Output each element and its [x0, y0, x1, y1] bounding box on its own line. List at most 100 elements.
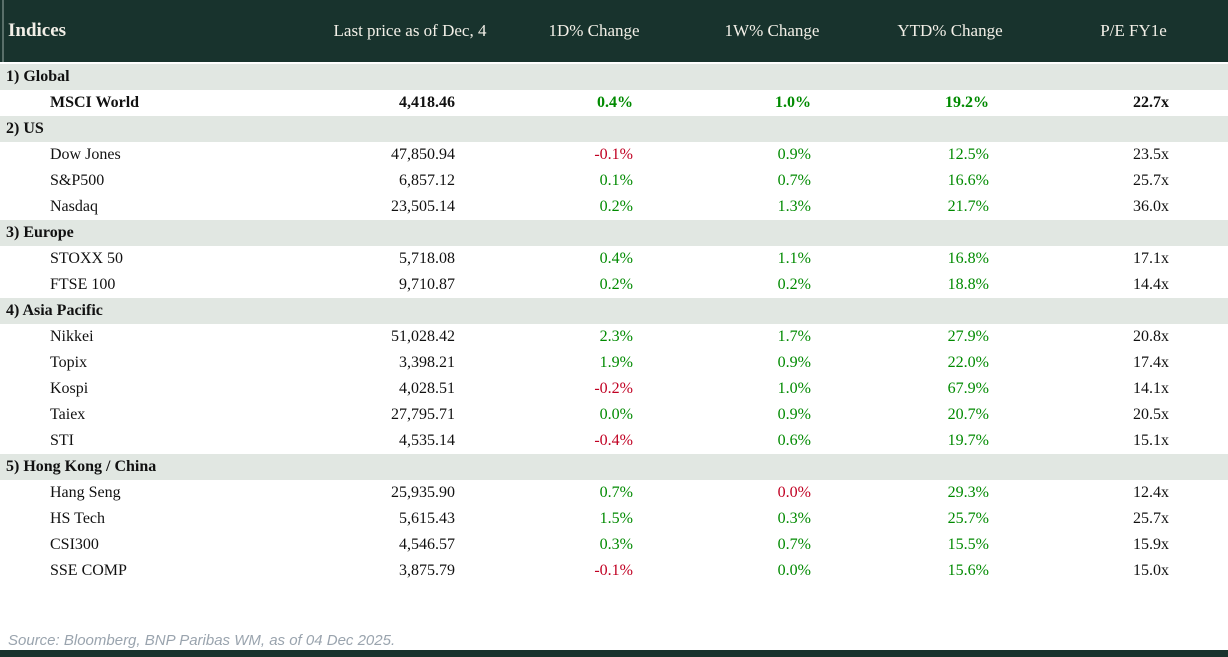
index-row: SSE COMP 3,875.79 -0.1% 0.0% 15.6% 15.0x [0, 558, 1228, 584]
one-day-change-cell: 1.9% [599, 354, 633, 371]
index-name-cell: Dow Jones [50, 146, 121, 163]
index-name-cell: SSE COMP [50, 562, 127, 579]
indices-table-body: 1) Global MSCI World 4,418.46 0.4% 1.0% 19.2%… [0, 63, 1228, 584]
one-week-change-cell: 1.3% [777, 198, 811, 215]
index-row: Nikkei 51,028.42 2.3% 1.7% 27.9% 20.8x [0, 324, 1228, 350]
one-day-change-cell: -0.4% [594, 432, 633, 449]
pe-ratio-cell: 12.4x [1133, 484, 1169, 501]
pe-ratio-cell: 15.1x [1133, 432, 1169, 449]
last-price-cell: 51,028.42 [391, 328, 455, 345]
ytd-change-cell: 16.8% [947, 250, 989, 267]
ytd-change-cell: 18.8% [947, 276, 989, 293]
index-row: Hang Seng 25,935.90 0.7% 0.0% 29.3% 12.4x [0, 480, 1228, 506]
table-header: Indices Last price as of Dec, 4 1D% Chan… [0, 0, 1228, 64]
one-day-change-cell: 0.2% [599, 198, 633, 215]
index-name-cell: CSI300 [50, 536, 99, 553]
last-price-cell: 9,710.87 [399, 276, 455, 293]
index-name-cell: Taiex [50, 406, 86, 423]
pe-ratio-cell: 17.1x [1133, 250, 1169, 267]
pe-ratio-cell: 15.0x [1133, 562, 1169, 579]
bottom-accent-bar [0, 650, 1228, 657]
one-week-change-cell: 0.0% [777, 484, 811, 501]
one-week-change-cell: 0.9% [777, 354, 811, 371]
index-name-cell: HS Tech [50, 510, 106, 527]
one-week-change-cell: 0.6% [777, 432, 811, 449]
index-row: Kospi 4,028.51 -0.2% 1.0% 67.9% 14.1x [0, 376, 1228, 402]
last-price-cell: 6,857.12 [399, 172, 455, 189]
section-label: 1) Global [0, 63, 1228, 90]
ytd-change-cell: 29.3% [947, 484, 989, 501]
last-price-cell: 4,535.14 [399, 432, 455, 449]
one-week-change-cell: 0.0% [777, 562, 811, 579]
one-week-change-cell: 0.7% [777, 172, 811, 189]
section-label: 5) Hong Kong / China [0, 454, 1228, 480]
section-label: 4) Asia Pacific [0, 298, 1228, 324]
index-row: HS Tech 5,615.43 1.5% 0.3% 25.7% 25.7x [0, 506, 1228, 532]
pe-ratio-cell: 25.7x [1133, 510, 1169, 527]
header-indices: Indices [0, 0, 315, 64]
section-row: 4) Asia Pacific [0, 298, 1228, 324]
last-price-cell: 4,028.51 [399, 380, 455, 397]
pe-ratio-cell: 23.5x [1133, 146, 1169, 163]
index-row: STOXX 50 5,718.08 0.4% 1.1% 16.8% 17.1x [0, 246, 1228, 272]
header-ytd-change: YTD% Change [861, 0, 1039, 64]
header-last-price: Last price as of Dec, 4 [315, 0, 505, 64]
index-name-cell: STI [50, 432, 74, 449]
one-day-change-cell: 0.0% [599, 406, 633, 423]
ytd-change-cell: 27.9% [947, 328, 989, 345]
header-left-accent-line [2, 0, 4, 62]
ytd-change-cell: 19.7% [947, 432, 989, 449]
index-name-cell: FTSE 100 [50, 276, 116, 293]
index-row: Topix 3,398.21 1.9% 0.9% 22.0% 17.4x [0, 350, 1228, 376]
one-week-change-cell: 1.7% [777, 328, 811, 345]
ytd-change-cell: 21.7% [947, 198, 989, 215]
pe-ratio-cell: 22.7x [1133, 94, 1169, 111]
ytd-change-cell: 15.6% [947, 562, 989, 579]
index-row: STI 4,535.14 -0.4% 0.6% 19.7% 15.1x [0, 428, 1228, 454]
pe-ratio-cell: 17.4x [1133, 354, 1169, 371]
section-row: 2) US [0, 116, 1228, 142]
one-week-change-cell: 1.0% [775, 94, 811, 111]
index-row: MSCI World 4,418.46 0.4% 1.0% 19.2% 22.7x [0, 90, 1228, 116]
one-day-change-cell: 0.7% [599, 484, 633, 501]
index-row: Taiex 27,795.71 0.0% 0.9% 20.7% 20.5x [0, 402, 1228, 428]
one-day-change-cell: -0.1% [594, 562, 633, 579]
source-note: Source: Bloomberg, BNP Paribas WM, as of… [8, 632, 396, 649]
one-day-change-cell: 0.3% [599, 536, 633, 553]
index-name-cell: S&P500 [50, 172, 105, 189]
header-pe-fy1e: P/E FY1e [1039, 0, 1228, 64]
index-name-cell: Hang Seng [50, 484, 121, 501]
last-price-cell: 5,615.43 [399, 510, 455, 527]
index-row: Nasdaq 23,505.14 0.2% 1.3% 21.7% 36.0x [0, 194, 1228, 220]
one-week-change-cell: 0.2% [777, 276, 811, 293]
last-price-cell: 25,935.90 [391, 484, 455, 501]
last-price-cell: 47,850.94 [391, 146, 455, 163]
one-day-change-cell: 1.5% [599, 510, 633, 527]
last-price-cell: 3,398.21 [399, 354, 455, 371]
ytd-change-cell: 25.7% [947, 510, 989, 527]
one-day-change-cell: 0.4% [597, 94, 633, 111]
ytd-change-cell: 19.2% [945, 94, 989, 111]
last-price-cell: 4,418.46 [399, 94, 455, 111]
index-name-cell: Topix [50, 354, 88, 371]
last-price-cell: 5,718.08 [399, 250, 455, 267]
pe-ratio-cell: 25.7x [1133, 172, 1169, 189]
index-row: S&P500 6,857.12 0.1% 0.7% 16.6% 25.7x [0, 168, 1228, 194]
index-row: FTSE 100 9,710.87 0.2% 0.2% 18.8% 14.4x [0, 272, 1228, 298]
pe-ratio-cell: 14.1x [1133, 380, 1169, 397]
section-label: 3) Europe [0, 220, 1228, 246]
one-week-change-cell: 1.0% [777, 380, 811, 397]
index-name-cell: Nasdaq [50, 198, 98, 215]
pe-ratio-cell: 20.8x [1133, 328, 1169, 345]
section-row: 1) Global [0, 63, 1228, 90]
indices-table: Indices Last price as of Dec, 4 1D% Chan… [0, 0, 1228, 584]
index-name-cell: Kospi [50, 380, 89, 397]
section-row: 3) Europe [0, 220, 1228, 246]
section-label: 2) US [0, 116, 1228, 142]
one-day-change-cell: -0.2% [594, 380, 633, 397]
ytd-change-cell: 22.0% [947, 354, 989, 371]
header-1w-change: 1W% Change [683, 0, 861, 64]
last-price-cell: 23,505.14 [391, 198, 455, 215]
ytd-change-cell: 67.9% [947, 380, 989, 397]
